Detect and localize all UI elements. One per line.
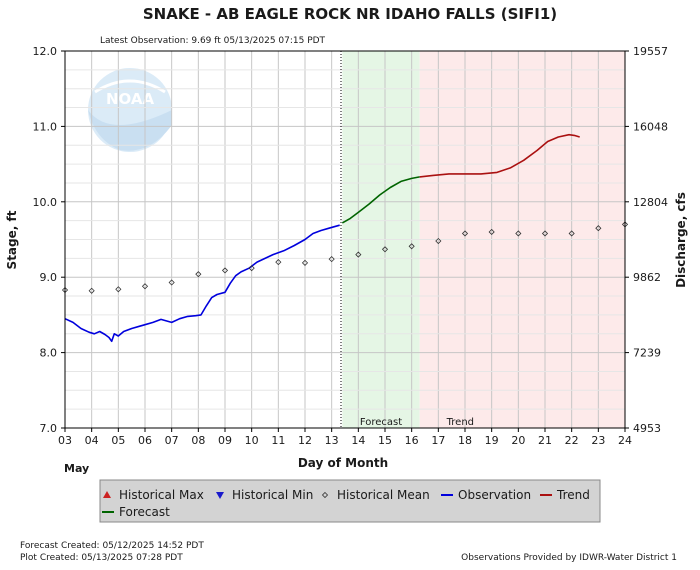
x-tick-label-04: 04 [85, 434, 99, 447]
historical-mean-point [568, 230, 575, 237]
historical-mean-point [488, 228, 495, 236]
series-line-trend [419, 133, 580, 178]
x-tick-label-21: 21 [538, 434, 552, 447]
historical-mean-point [408, 243, 415, 250]
legend-label-forecast: Forecast [119, 505, 170, 519]
plot-frame [64, 50, 626, 429]
legend-label-historical-max: Historical Max [119, 488, 204, 502]
x-tick-label-06: 06 [138, 434, 152, 447]
x-tick-label-12: 12 [298, 434, 312, 447]
historical-mean-point [141, 283, 149, 290]
y-left-tick-label: 12.0 [33, 45, 58, 58]
legend: Historical Max Historical Min Historical M… [99, 479, 601, 523]
y-left-tick-label: 7.0 [40, 422, 58, 435]
x-tick-label-11: 11 [271, 434, 285, 447]
legend-label-observation: Observation [458, 488, 531, 502]
historical-mean-point [115, 286, 122, 293]
y-axis-left-label: Stage, ft [5, 210, 19, 269]
x-tick-label-22: 22 [565, 434, 579, 447]
plot-created-label: Plot Created: 05/13/2025 07:28 PDT [20, 553, 183, 563]
x-tick-label-23: 23 [591, 434, 605, 447]
legend-label-historical-mean: Historical Mean [337, 488, 430, 502]
y-left-tick-label: 11.0 [33, 120, 58, 133]
historical-mean-point [595, 225, 602, 232]
legend-triangle-up-icon [103, 491, 111, 498]
x-axis-label: Day of Month [298, 456, 388, 470]
y-right-tick-label: 7239 [633, 347, 661, 360]
x-tick-label-18: 18 [458, 434, 472, 447]
historical-mean-point [221, 267, 229, 274]
historical-mean-point [168, 279, 175, 286]
chart-title: SNAKE - AB EAGLE ROCK NR IDAHO FALLS (SI… [143, 5, 557, 23]
y-left-tick-label: 9.0 [40, 271, 58, 284]
y-left-tick-label: 10.0 [33, 196, 58, 209]
y-left-tick-label: 8.0 [40, 347, 58, 360]
series-line-forecast [341, 176, 420, 224]
x-tick-label-20: 20 [511, 434, 525, 447]
x-tick-label-07: 07 [165, 434, 179, 447]
x-tick-label-13: 13 [325, 434, 339, 447]
noaa-logo-text: NOAA [106, 90, 155, 108]
y-right-tick-label: 12804 [633, 196, 668, 209]
x-tick-label-14: 14 [351, 434, 365, 447]
historical-mean-point [328, 256, 335, 263]
y-axis-right-label: Discharge, cfs [674, 192, 688, 288]
historical-mean-point [541, 230, 549, 237]
x-tick-label-15: 15 [378, 434, 392, 447]
y-right-tick-label: 4953 [633, 422, 661, 435]
y-right-tick-label: 16048 [633, 120, 668, 133]
x-tick-label-03: 03 [58, 434, 72, 447]
x-tick-label-05: 05 [111, 434, 125, 447]
x-tick-label-17: 17 [431, 434, 445, 447]
region-labels-layer: Forecast Trend [360, 417, 474, 428]
region-label-forecast: Forecast [360, 417, 402, 428]
y-right-tick-label: 19557 [633, 45, 668, 58]
grid-layer [64, 50, 626, 429]
legend-diamond-icon [321, 491, 329, 499]
month-label: May [64, 462, 89, 475]
x-tick-label-10: 10 [245, 434, 259, 447]
region-label-trend: Trend [446, 417, 474, 428]
x-tick-label-24: 24 [618, 434, 632, 447]
y-right-tick-label: 9862 [633, 271, 661, 284]
historical-mean-point [435, 237, 442, 245]
x-tick-label-08: 08 [191, 434, 205, 447]
legend-triangle-down-icon [216, 492, 224, 499]
x-tick-label-19: 19 [485, 434, 499, 447]
series-line-observation [64, 224, 340, 343]
x-tick-label-16: 16 [405, 434, 419, 447]
historical-mean-point [301, 259, 309, 266]
historical-mean-point [461, 230, 469, 237]
data-provider-label: Observations Provided by IDWR-Water Dist… [461, 553, 677, 563]
historical-mean-point [248, 265, 255, 272]
historical-mean-point [88, 287, 95, 294]
historical-mean-point [381, 246, 389, 253]
series-layer [61, 51, 629, 428]
axis-layer: 03 04 05 06 07 08 09 10 11 12 13 14 15 16 17 18 19 20 21 22… [33, 45, 669, 447]
x-tick-label-09: 09 [218, 434, 232, 447]
historical-mean-point [355, 251, 362, 258]
legend-label-trend: Trend [556, 488, 590, 502]
noaa-logo-watermark: NOAA [88, 68, 172, 152]
forecast-created-label: Forecast Created: 05/12/2025 14:52 PDT [20, 541, 204, 551]
historical-mean-point [195, 271, 202, 278]
historical-mean-point [515, 230, 522, 237]
legend-label-historical-min: Historical Min [232, 488, 313, 502]
legend-box [99, 479, 601, 523]
legend-items: Historical Max Historical Min Historical M… [102, 488, 590, 519]
historical-mean-point [275, 259, 282, 266]
latest-observation-label: Latest Observation: 9.69 ft 05/13/2025 0… [100, 36, 326, 46]
